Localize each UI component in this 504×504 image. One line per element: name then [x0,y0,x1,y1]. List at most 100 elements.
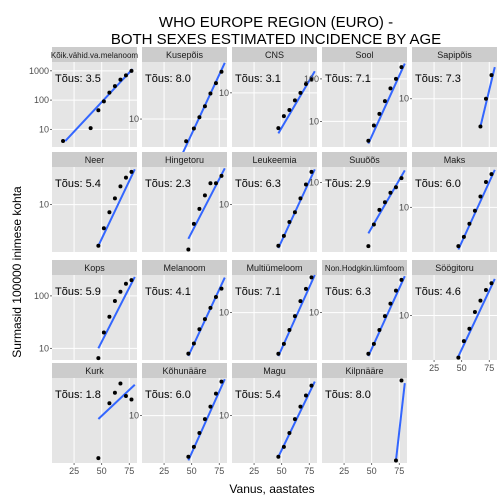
facet-strip-label: Söögitoru [435,263,474,273]
data-point [366,351,371,356]
panel-background [142,275,227,360]
data-point [377,111,382,116]
facet-panel: Maks 10 Tõus: 6.0 [399,152,497,252]
fit-line [457,278,496,357]
facet-panel: Kõik.vähid.va.melanoom 10 100 1000 Tõus: 3.5 [29,47,138,147]
data-point [393,458,398,463]
data-point [184,139,189,144]
facet-strip-label: Magu [263,366,286,376]
data-point [123,281,128,286]
data-point [186,454,191,459]
data-point [118,184,123,189]
facet-strip-label: Leukeemia [252,155,296,165]
data-point [281,444,286,449]
data-point [309,169,314,174]
data-point [461,234,466,239]
y-tick-label: 10 [219,411,229,421]
data-point [276,243,281,248]
data-point [191,341,196,346]
data-point [489,281,494,286]
facet-strip [322,260,407,275]
y-tick-label: 10 [219,88,229,98]
facet-panel: CNS 10 Tõus: 3.1 [219,47,317,147]
x-tick-label: 75 [484,363,494,373]
slope-label: Tõus: 7.3 [415,73,461,85]
facet-strip [412,260,497,275]
facet-panel: Söögitoru 10 Tõus: 4.6 25 50 75 [399,260,497,373]
facet-strip [322,47,407,62]
panel-background [142,62,227,147]
data-point [123,73,128,78]
data-point [96,456,101,461]
data-point [472,208,477,213]
data-point [309,275,314,280]
data-point [219,379,224,384]
panel-background [322,62,407,147]
data-point [129,68,134,73]
data-point [112,298,117,303]
panel-background [412,62,497,147]
data-point [472,310,477,315]
data-point [377,328,382,333]
data-point [107,90,112,95]
y-tick-label: 10 [219,308,229,318]
facet-strip [322,363,407,378]
slope-label: Tõus: 1.8 [55,389,101,401]
data-point [276,126,281,131]
facet-panel: Suuõõs 10 Tõus: 2.9 [309,152,407,252]
data-point [96,243,101,248]
x-tick-label: 50 [277,466,287,476]
facet-strip [142,47,227,62]
y-tick-label: 10 [399,202,409,212]
slope-label: Tõus: 5.4 [55,178,101,190]
data-point [186,351,191,356]
data-point [382,200,387,205]
data-point [112,84,117,89]
data-point [456,355,461,360]
data-point [213,81,218,86]
facet-panel: Kõhunääre 10 Tõus: 6.0 25 50 75 [129,363,227,476]
data-point [281,233,286,238]
data-point [213,181,218,186]
data-point [197,327,202,332]
facet-panel: Kusepõis 10 Tõus: 8.0 [129,47,227,154]
data-point [118,289,123,294]
data-point [303,286,308,291]
facet-strip-label: CNS [265,50,284,60]
panel-background [322,167,407,252]
data-point [382,99,387,104]
slope-label: Tõus: 2.3 [145,178,191,190]
slope-label: Tõus: 5.4 [235,389,281,401]
data-point [202,417,207,422]
y-tick-label: 10 [399,94,409,104]
data-point [298,196,303,201]
data-point [112,390,117,395]
panel-background [52,167,137,252]
data-point [382,314,387,319]
chart-title-line-1: WHO EUROPE REGION (EURO) - [159,14,393,31]
facet-strip [232,260,317,275]
data-point [191,444,196,449]
facet-strip-label: Kõhunääre [162,366,206,376]
slope-label: Tõus: 3.1 [235,73,281,85]
slope-label: Tõus: 5.9 [55,286,101,298]
data-point [467,326,472,331]
data-point [467,221,472,226]
x-tick-label: 75 [124,466,134,476]
x-tick-label: 50 [187,466,197,476]
data-point [399,176,404,181]
slope-label: Tõus: 4.1 [145,286,191,298]
data-point [399,378,404,383]
data-point [123,394,128,399]
panel-background [52,62,137,147]
data-point [276,454,281,459]
x-tick-label: 50 [97,466,107,476]
x-tick-label: 75 [394,466,404,476]
panel-background [232,62,317,147]
slope-label: Tõus: 6.0 [145,389,191,401]
data-point [101,226,106,231]
data-point [61,139,66,144]
data-point [281,114,286,119]
data-point [129,397,134,402]
slope-label: Tõus: 6.0 [415,178,461,190]
